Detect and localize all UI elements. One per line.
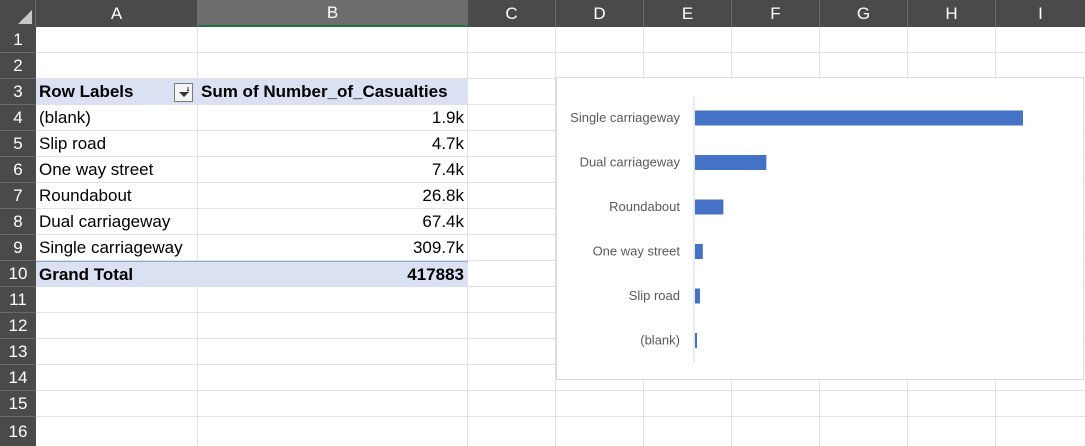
row-header-4[interactable]: 4 bbox=[0, 105, 36, 131]
chart-category-label: Dual carriageway bbox=[580, 155, 681, 170]
chart-bar[interactable] bbox=[695, 199, 724, 215]
chart-plot: Single carriageway Dual carriageway Rounda… bbox=[570, 96, 1023, 363]
row-header-7[interactable]: 7 bbox=[0, 183, 36, 209]
row-header-15[interactable]: 15 bbox=[0, 391, 36, 417]
pivot-header-row-labels[interactable]: Row Labels bbox=[36, 79, 198, 105]
row-header-1[interactable]: 1 bbox=[0, 27, 36, 53]
column-header-c[interactable]: C bbox=[468, 0, 556, 27]
pivot-row-value[interactable]: 4.7k bbox=[431, 134, 464, 153]
pivot-row-value[interactable]: 309.7k bbox=[412, 238, 464, 257]
pivot-grand-total-label[interactable]: Grand Total bbox=[36, 261, 198, 287]
column-header-d[interactable]: D bbox=[556, 0, 644, 27]
chart-bar[interactable] bbox=[695, 110, 1023, 126]
select-all-icon bbox=[18, 10, 32, 24]
row-header-8[interactable]: 8 bbox=[0, 209, 36, 235]
chart-bar[interactable] bbox=[695, 288, 700, 304]
bar-chart[interactable]: Single carriageway Dual carriageway Rounda… bbox=[556, 77, 1084, 380]
chart-category-label: Slip road bbox=[629, 288, 680, 303]
row-header-12[interactable]: 12 bbox=[0, 313, 36, 339]
row-header-10[interactable]: 10 bbox=[0, 261, 36, 287]
pivot-row-label[interactable]: Slip road bbox=[39, 134, 107, 153]
row-header-11[interactable]: 11 bbox=[0, 287, 36, 313]
chart-bar[interactable] bbox=[695, 333, 698, 348]
row-labels-filter-button[interactable] bbox=[174, 83, 193, 102]
pivot-row-value[interactable]: 26.8k bbox=[422, 186, 464, 205]
column-header-b[interactable]: B bbox=[198, 0, 468, 27]
column-header-f[interactable]: F bbox=[732, 0, 820, 27]
pivot-row-value[interactable]: 1.9k bbox=[431, 108, 464, 127]
chart-bar[interactable] bbox=[695, 244, 703, 259]
row-header-5[interactable]: 5 bbox=[0, 131, 36, 157]
chart-bar[interactable] bbox=[695, 155, 767, 170]
column-header-g[interactable]: G bbox=[820, 0, 908, 27]
row-header-6[interactable]: 6 bbox=[0, 157, 36, 183]
chart-category-label: One way street bbox=[593, 244, 681, 259]
row-header-9[interactable]: 9 bbox=[0, 235, 36, 261]
chart-category-label: (blank) bbox=[640, 333, 680, 348]
row-header-13[interactable]: 13 bbox=[0, 339, 36, 365]
column-header-a[interactable]: A bbox=[36, 0, 198, 27]
row-header-2[interactable]: 2 bbox=[0, 53, 36, 79]
pivot-row-label[interactable]: Roundabout bbox=[39, 186, 132, 205]
pivot-row-label[interactable]: One way street bbox=[39, 160, 154, 179]
pivot-row-label[interactable]: Single carriageway bbox=[39, 238, 183, 257]
pivot-grand-total-value[interactable]: 417883 bbox=[198, 261, 468, 287]
pivot-row-label[interactable]: (blank) bbox=[39, 108, 91, 127]
column-header-e[interactable]: E bbox=[644, 0, 732, 27]
select-all-corner[interactable] bbox=[0, 0, 36, 27]
row-header-3[interactable]: 3 bbox=[0, 79, 36, 105]
row-header-16[interactable]: 16 bbox=[0, 417, 36, 446]
filter-dropdown-icon bbox=[178, 86, 189, 97]
pivot-row-label[interactable]: Dual carriageway bbox=[39, 212, 171, 231]
chart-category-label: Roundabout bbox=[609, 199, 680, 214]
pivot-header-sum[interactable]: Sum of Number_of_Casualties bbox=[198, 79, 468, 105]
chart-category-label: Single carriageway bbox=[570, 110, 680, 125]
pivot-row-value[interactable]: 7.4k bbox=[431, 160, 464, 179]
pivot-row-value[interactable]: 67.4k bbox=[422, 212, 464, 231]
column-header-i[interactable]: I bbox=[996, 0, 1085, 27]
column-header-h[interactable]: H bbox=[908, 0, 996, 27]
row-header-14[interactable]: 14 bbox=[0, 365, 36, 391]
